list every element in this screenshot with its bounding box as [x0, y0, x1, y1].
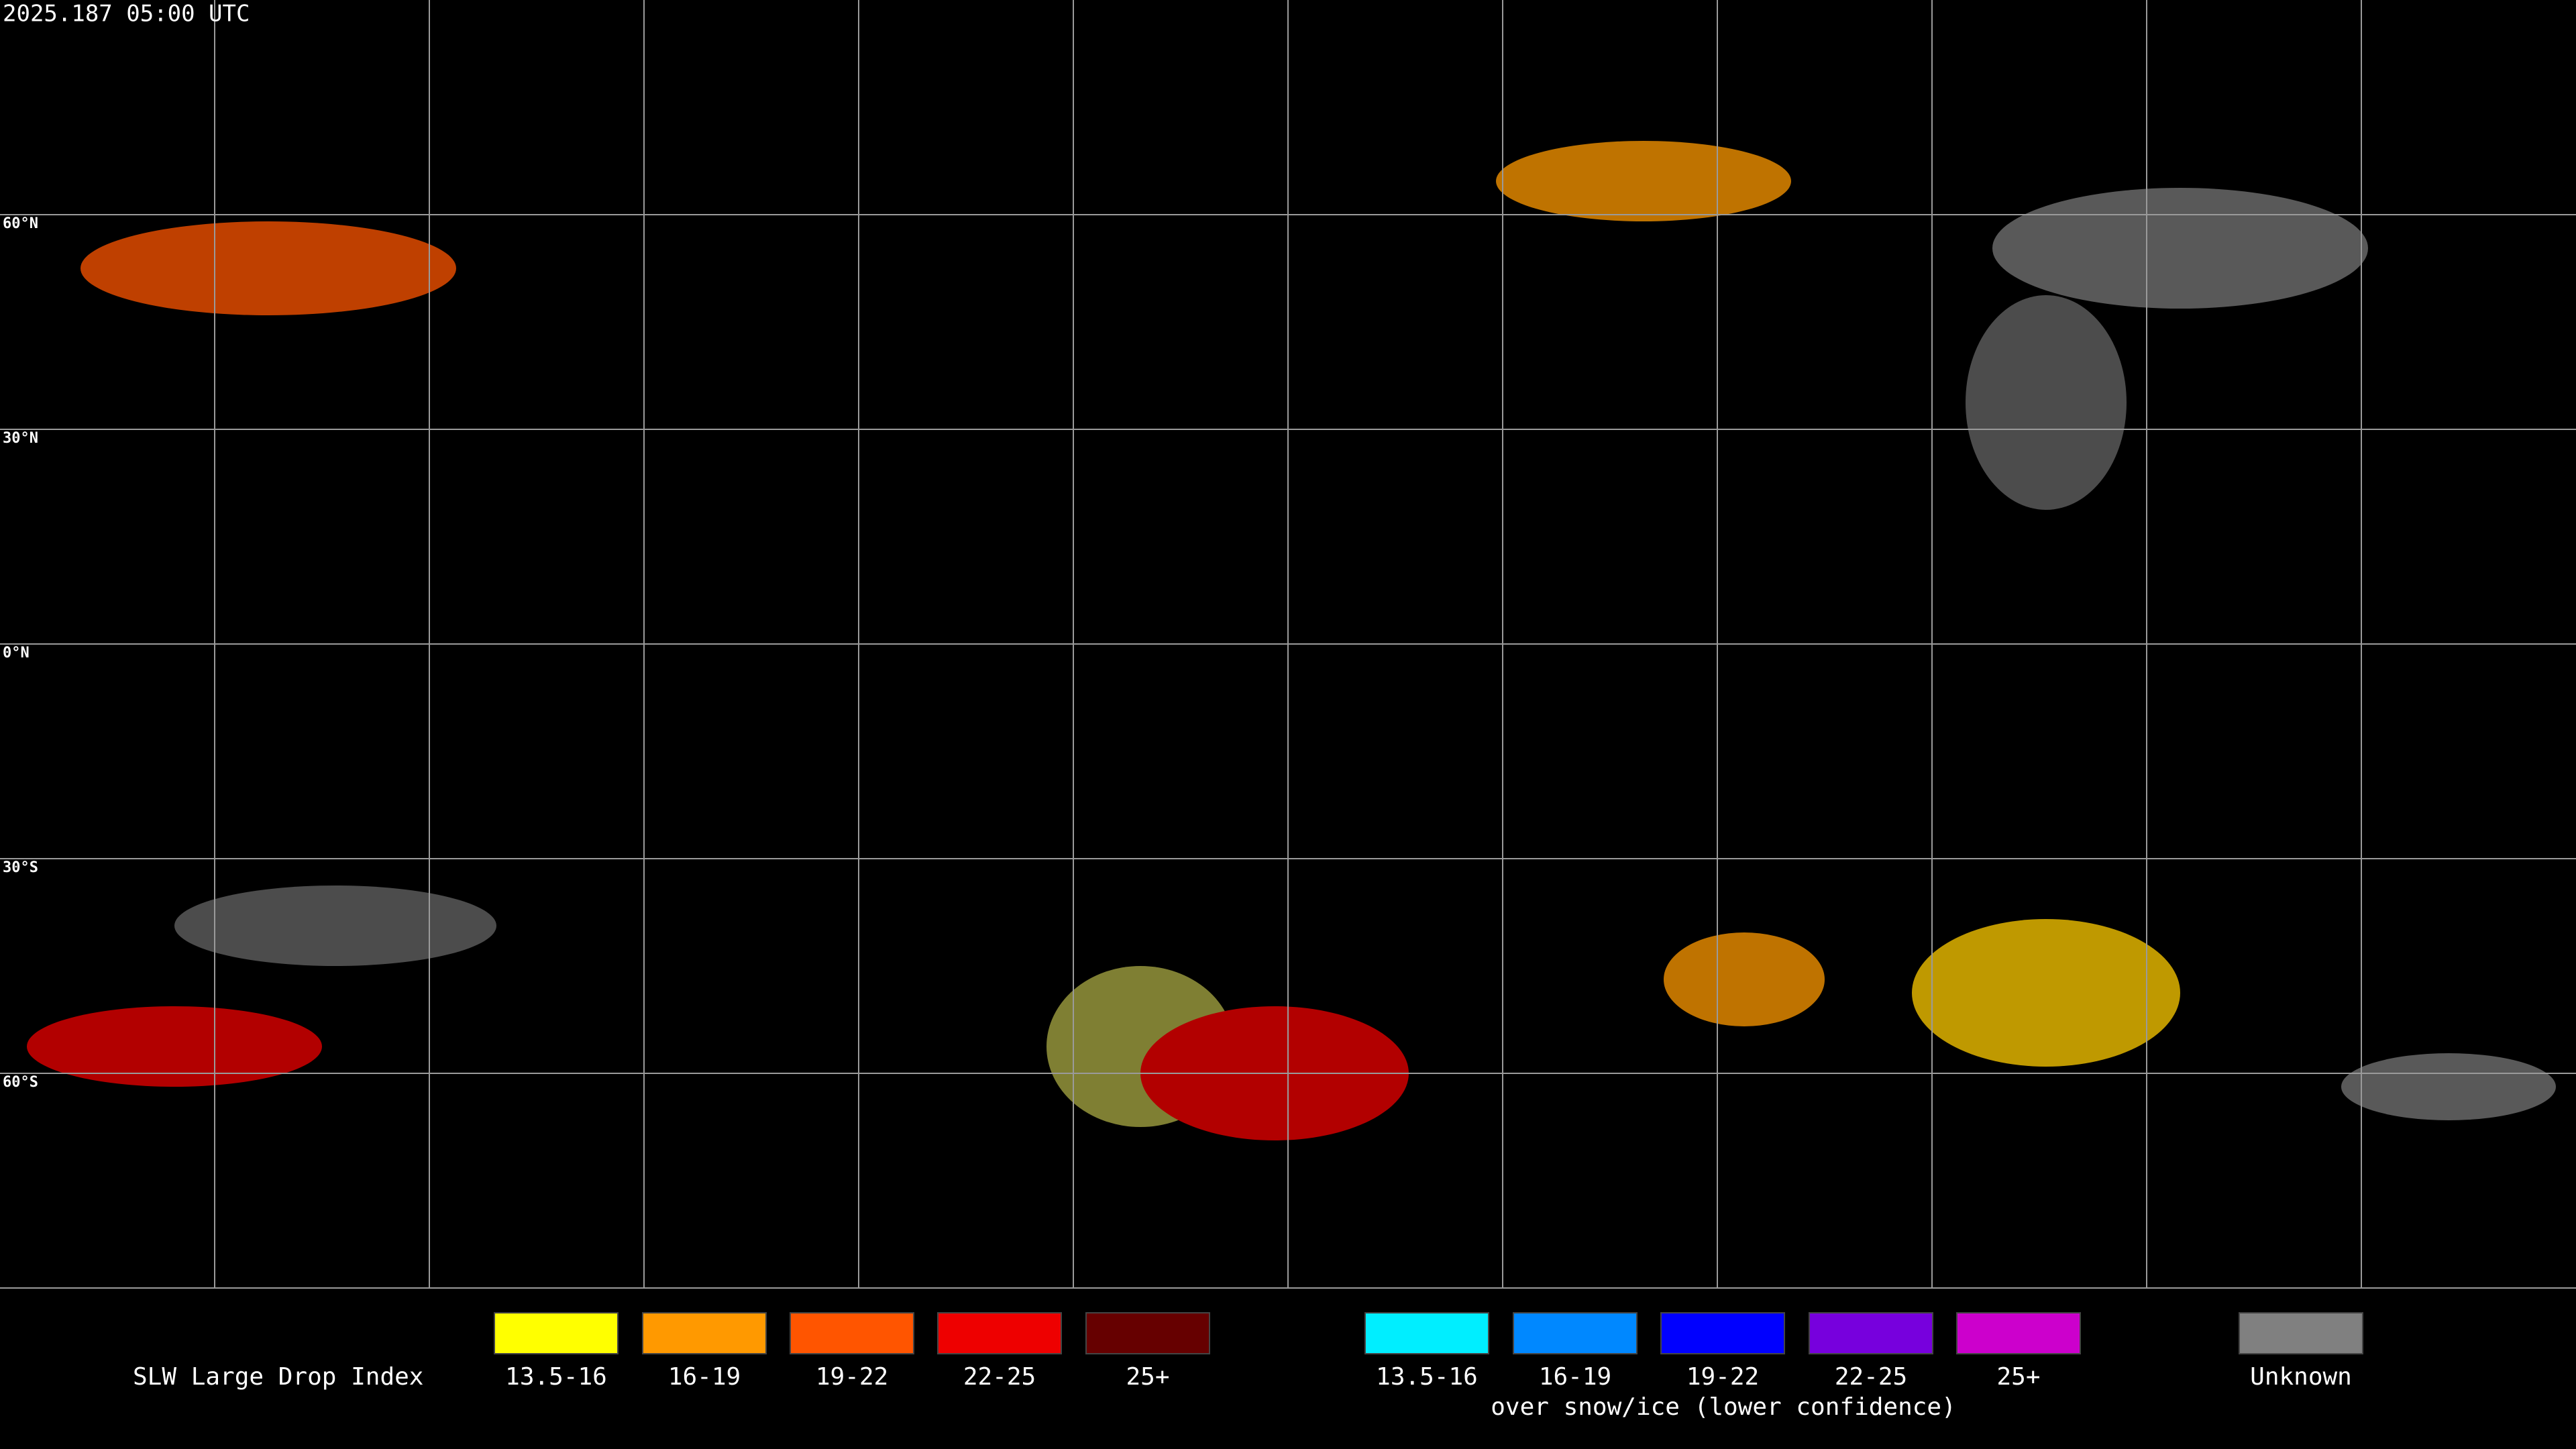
legend-label: 19-22: [816, 1363, 888, 1391]
legend-swatch: [2239, 1312, 2363, 1354]
latitude-label: 0°N: [3, 645, 30, 661]
cloud: [27, 1006, 322, 1087]
legend-swatch: [1085, 1312, 1210, 1354]
map: [0, 0, 2576, 1289]
latitude-label: 30°S: [3, 859, 38, 876]
latitude-label: 30°N: [3, 430, 38, 447]
cloud-field: [27, 141, 2556, 1140]
legend-swatch: [1513, 1312, 1638, 1354]
timestamp: 2025.187 05:00 UTC: [3, 1, 250, 28]
legend-swatch: [1660, 1312, 1785, 1354]
legend-swatch: [1364, 1312, 1489, 1354]
legend: 13.5-16 16-19 19-22 22-25 25+ 13.5-16 16-19 19-…: [494, 1312, 2363, 1391]
latitude-label: 60°S: [3, 1074, 38, 1091]
legend-label: 16-19: [1539, 1363, 1611, 1391]
legend-label: 19-22: [1686, 1363, 1759, 1391]
legend-label: 22-25: [1835, 1363, 1907, 1391]
legend-swatch: [1809, 1312, 1933, 1354]
cloud: [1664, 932, 1825, 1026]
graticule: [0, 0, 2576, 1289]
cloud: [1966, 295, 2127, 510]
cloud: [2341, 1053, 2556, 1120]
latitude-label: 60°N: [3, 215, 38, 232]
legend-swatch: [494, 1312, 619, 1354]
legend-label: 16-19: [668, 1363, 741, 1391]
legend-swatch: [642, 1312, 767, 1354]
legend-label: 25+: [1126, 1363, 1169, 1391]
legend-label: 22-25: [963, 1363, 1036, 1391]
legend-label: Unknown: [2250, 1363, 2352, 1391]
legend-swatch: [790, 1312, 914, 1354]
cloud: [174, 885, 496, 966]
legend-label: 13.5-16: [505, 1363, 607, 1391]
legend-title: SLW Large Drop Index: [133, 1363, 423, 1391]
legend-swatch: [1956, 1312, 2081, 1354]
legend-swatch: [937, 1312, 1062, 1354]
cloud: [1496, 141, 1791, 221]
legend-label: 13.5-16: [1376, 1363, 1478, 1391]
cloud: [1912, 919, 2180, 1067]
cloud: [1992, 188, 2368, 309]
legend-label: 25+: [1996, 1363, 2040, 1391]
cloud: [80, 221, 456, 315]
legend-note: over snow/ice (lower confidence): [1491, 1393, 1956, 1421]
